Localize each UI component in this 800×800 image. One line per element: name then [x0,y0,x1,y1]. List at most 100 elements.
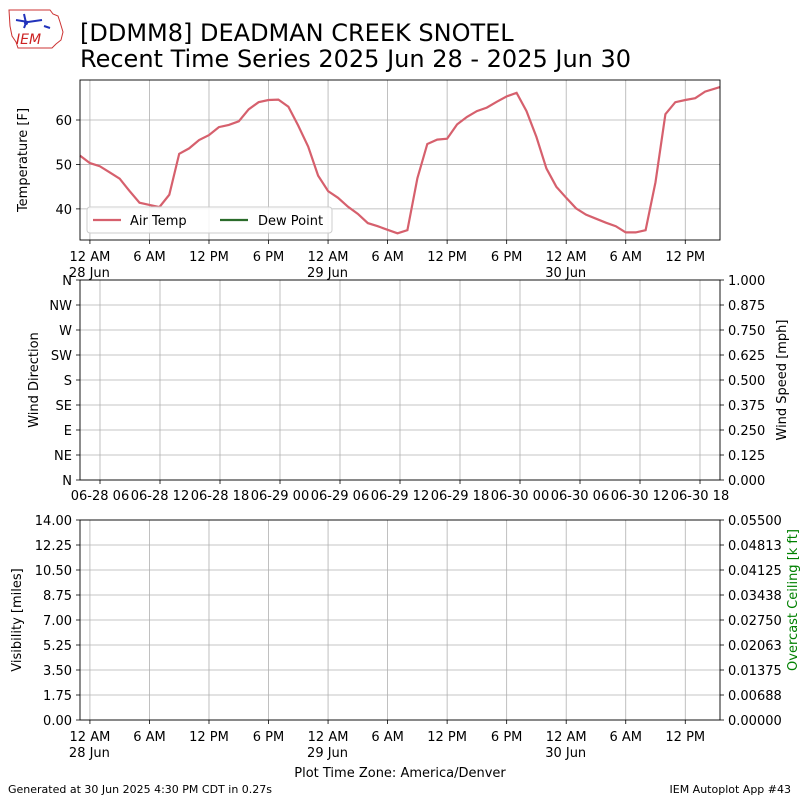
x-tick-label: 06-30 18 [671,489,729,504]
x-tick-label: 06-29 18 [431,489,489,504]
y-tick-label-right: 0.750 [728,324,765,339]
logo-text: IEM [16,32,41,48]
y-tick-label-left: N [62,274,72,289]
y-tick-label-right: 0.04813 [728,539,782,554]
x-tick-label: 6 AM [133,730,166,745]
y-tick-label-left: 12.25 [35,539,72,554]
wind-direction-ylabel: Wind Direction [27,332,42,428]
y-tick-label-right: 0.00000 [728,714,782,729]
y-tick-label-right: 0.03438 [728,589,782,604]
y-tick-label: 50 [55,158,72,173]
x-tick-label: 6 AM [609,250,642,265]
x-tick-label: 6 AM [371,730,404,745]
y-tick-label-left: SW [51,349,72,364]
x-tick-label: 12 AM [546,730,587,745]
x-tick-label: 06-29 12 [371,489,429,504]
y-tick-label-right: 0.05500 [728,514,782,529]
x-tick-label: 12 PM [427,250,467,265]
y-tick-label-left: E [64,424,72,439]
x-tick-label: 06-29 00 [251,489,309,504]
x-tick-label: 12 AM [70,730,111,745]
y-tick-label-right: 0.00688 [728,689,782,704]
x-tick-label: 12 PM [665,730,705,745]
wind-panel: N 0.000 NE 0.125 E 0.250 SE 0.375 S 0.500 SW 0.625 W… [27,274,790,504]
x-tick-label: 12 PM [427,730,467,745]
x-tick-label: 6 AM [609,730,642,745]
y-tick-label-left: 0.00 [43,714,72,729]
y-tick-label-right: 0.02063 [728,639,782,654]
y-tick-label-left: 7.00 [43,614,72,629]
x-tick-label: 12 AM [308,730,349,745]
y-tick-label-left: N [62,474,72,489]
x-tick-label: 06-28 06 [71,489,129,504]
y-tick-label-right: 0.02750 [728,614,782,629]
x-tick-label: 6 PM [253,730,284,745]
x-tick-label: 12 PM [665,250,705,265]
visibility-axes-frame [79,519,721,721]
temperature-axes-frame [79,79,721,241]
wind-speed-ylabel: Wind Speed [mph] [775,320,790,441]
series-air-temp-line [79,86,721,235]
legend-dew-point-label: Dew Point [258,214,323,229]
y-tick-label-right: 1.000 [728,274,765,289]
y-tick-label-right: 0.000 [728,474,765,489]
y-tick-label-right: 0.01375 [728,664,782,679]
x-tick-label: 12 AM [546,250,587,265]
temperature-ylabel: Temperature [F] [16,108,31,213]
visibility-ylabel: Visibility [miles] [10,568,25,671]
ceiling-ylabel: Overcast Ceiling [k ft] [786,529,800,671]
y-tick-label-right: 0.375 [728,399,765,414]
y-tick-label-left: S [64,374,72,389]
y-tick-label-right: 0.875 [728,299,765,314]
y-tick-label-left: 10.50 [35,564,72,579]
x-tick-label: 6 PM [491,730,522,745]
x-tick-label: 12 AM [308,250,349,265]
x-tick-sublabel: 30 Jun [545,266,586,281]
x-tick-label: 06-30 12 [611,489,669,504]
y-tick-label: 40 [55,203,72,218]
y-tick-label-left: 14.00 [35,514,72,529]
footer-app: IEM Autoplot App #43 [669,783,792,796]
footer-generated: Generated at 30 Jun 2025 4:30 PM CDT in … [8,783,273,796]
x-tick-label: 6 PM [491,250,522,265]
legend-air-temp-label: Air Temp [130,214,187,229]
y-tick-label-right: 0.625 [728,349,765,364]
y-tick-label-right: 0.500 [728,374,765,389]
x-tick-label: 06-29 06 [311,489,369,504]
x-tick-label: 12 PM [189,250,229,265]
x-tick-label: 06-28 12 [131,489,189,504]
y-tick-label-left: 3.50 [43,664,72,679]
x-axis-label: Plot Time Zone: America/Denver [294,766,506,780]
x-tick-sublabel: 29 Jun [307,746,348,761]
legend: Air Temp Dew Point [86,206,333,234]
y-tick-label-right: 0.125 [728,449,765,464]
x-tick-label: 06-28 18 [191,489,249,504]
y-tick-label-left: 1.75 [43,689,72,704]
y-tick-label-left: 5.25 [43,639,72,654]
x-tick-sublabel: 29 Jun [307,266,348,281]
x-tick-label: 06-30 00 [491,489,549,504]
iem-logo: IEM [8,9,64,49]
chart-subtitle: Recent Time Series 2025 Jun 28 - 2025 Ju… [80,45,632,73]
y-tick-label-right: 0.04125 [728,564,782,579]
legend-box [86,206,333,234]
y-tick-label-left: SE [56,399,72,414]
y-tick-label-left: W [59,324,72,339]
x-tick-sublabel: 30 Jun [545,746,586,761]
x-tick-label: 12 PM [189,730,229,745]
x-tick-sublabel: 28 Jun [69,746,110,761]
x-tick-sublabel: 28 Jun [69,266,110,281]
y-tick-label: 60 [55,114,72,129]
y-tick-label-left: NW [49,299,72,314]
x-tick-label: 6 AM [371,250,404,265]
x-tick-label: 6 AM [133,250,166,265]
wind-axes-frame [79,279,721,481]
y-tick-label-left: 8.75 [43,589,72,604]
chart-title: [DDMM8] DEADMAN CREEK SNOTEL [80,19,514,47]
x-tick-label: 6 PM [253,250,284,265]
y-tick-label-right: 0.250 [728,424,765,439]
y-tick-label-left: NE [54,449,72,464]
